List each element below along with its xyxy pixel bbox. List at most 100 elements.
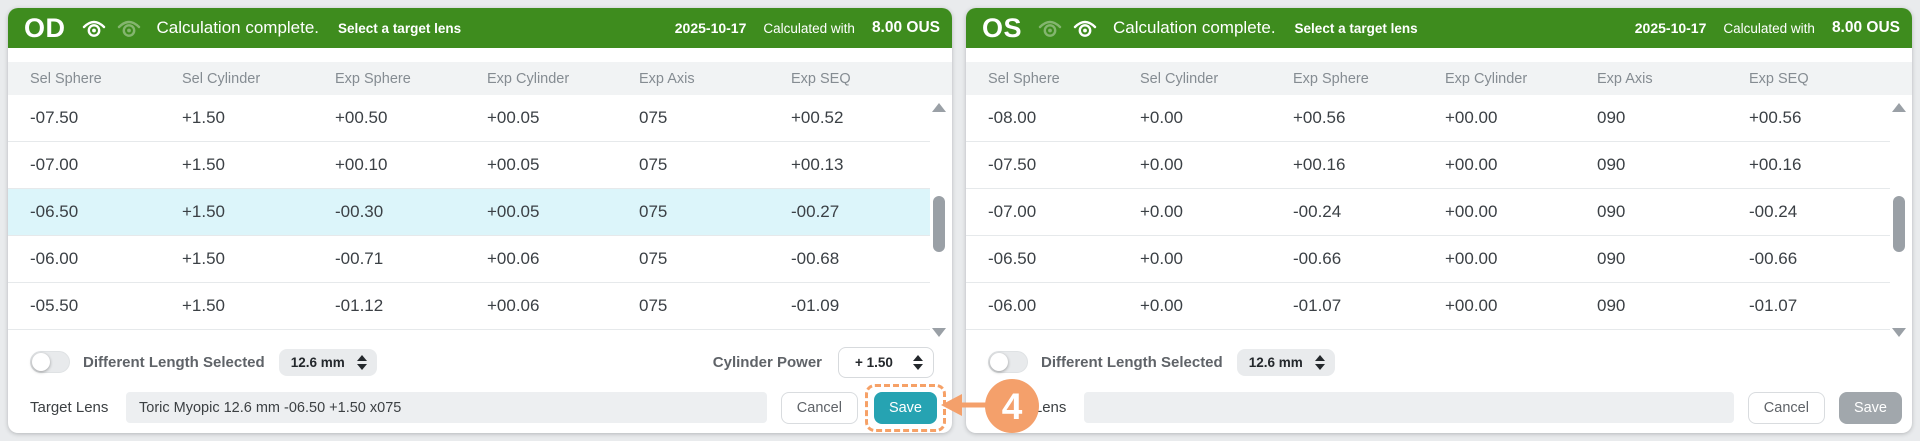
- table-row[interactable]: -08.00 +0.00 +00.56 +00.00 090 +00.56: [966, 95, 1890, 142]
- od-header: OD Calculation complet: [8, 8, 952, 48]
- table-cell: +1.50: [182, 249, 226, 268]
- eye-hidden-icon[interactable]: [116, 18, 142, 39]
- scroll-down-icon[interactable]: [932, 328, 946, 337]
- table-cell: 090: [1597, 155, 1626, 174]
- save-button[interactable]: Save: [873, 391, 937, 424]
- table-cell: 090: [1597, 108, 1626, 127]
- table-cell: -06.50: [988, 249, 1037, 268]
- length-stepper[interactable]: 12.6 mm: [1236, 348, 1335, 376]
- different-length-toggle[interactable]: [988, 351, 1028, 373]
- eye-hidden-icon[interactable]: [1037, 18, 1063, 39]
- table-cell: 090: [1597, 202, 1626, 221]
- table-cell: 090: [1597, 296, 1626, 315]
- table-header-row: Sel Sphere Sel Cylinder Exp Sphere Exp C…: [966, 62, 1912, 95]
- column-header: Exp Sphere: [335, 70, 411, 87]
- table-row[interactable]: -05.50 +1.50 -01.12 +00.06 075 -01.09: [8, 283, 930, 330]
- table-cell: -07.50: [988, 155, 1037, 174]
- save-button-disabled[interactable]: Save: [1838, 391, 1902, 424]
- table-header-row: Sel Sphere Sel Cylinder Exp Sphere Exp C…: [8, 62, 952, 95]
- scrollbar[interactable]: [1891, 100, 1907, 340]
- table-cell: +00.06: [487, 249, 540, 268]
- table-row[interactable]: -06.50 +1.50 -00.30 +00.05 075 -00.27: [8, 189, 930, 236]
- cylinder-power-group: Cylinder Power + 1.50: [700, 346, 934, 378]
- scrollbar[interactable]: [931, 100, 947, 340]
- table-cell: 075: [639, 155, 668, 174]
- calculation-date: 2025-10-17: [1634, 20, 1707, 36]
- calculated-with-label: Calculated with: [1723, 20, 1815, 36]
- table-row[interactable]: -07.50 +0.00 +00.16 +00.00 090 +00.16: [966, 142, 1890, 189]
- table-row[interactable]: -07.50 +1.50 +00.50 +00.05 075 +00.52: [8, 95, 930, 142]
- od-eye-label: OD: [24, 12, 66, 43]
- eye-visible-icon[interactable]: [1072, 18, 1098, 39]
- table-cell: -08.00: [988, 108, 1037, 127]
- table-cell: +00.05: [487, 202, 540, 221]
- table-row[interactable]: -07.00 +0.00 -00.24 +00.00 090 -00.24: [966, 189, 1890, 236]
- calculated-with-label: Calculated with: [763, 20, 855, 36]
- os-eye-label: OS: [982, 12, 1023, 43]
- column-header: Exp Axis: [1597, 70, 1653, 87]
- table-cell: +00.16: [1749, 155, 1802, 174]
- table-cell: +00.05: [487, 155, 540, 174]
- scroll-up-icon[interactable]: [1892, 103, 1906, 112]
- os-footer-row: Target Lens Cancel Save: [966, 391, 1912, 424]
- length-stepper[interactable]: 12.6 mm: [278, 348, 377, 376]
- scroll-thumb[interactable]: [1893, 196, 1905, 252]
- cylinder-power-value: + 1.50: [855, 354, 893, 370]
- table-cell: +00.50: [335, 108, 388, 127]
- target-lens-label: Target Lens: [988, 399, 1067, 416]
- table-row[interactable]: -07.00 +1.50 +00.10 +00.05 075 +00.13: [8, 142, 930, 189]
- cancel-button[interactable]: Cancel: [780, 391, 858, 424]
- target-lens-input[interactable]: [1084, 392, 1734, 423]
- cancel-button[interactable]: Cancel: [1747, 391, 1825, 424]
- panel-os: OS Calculation complet: [966, 8, 1912, 433]
- target-lens-label: Target Lens: [30, 399, 109, 416]
- table-cell: -00.30: [335, 202, 384, 221]
- column-header: Exp Sphere: [1293, 70, 1369, 87]
- column-header: Exp Cylinder: [1445, 70, 1528, 87]
- table-cell: -05.50: [30, 296, 79, 315]
- table-cell: +0.00: [1140, 155, 1184, 174]
- table-cell: +00.00: [1445, 202, 1498, 221]
- eye-visible-icon[interactable]: [81, 18, 107, 39]
- os-controls-row: Different Length Selected 12.6 mm: [966, 346, 1912, 378]
- table-cell: +0.00: [1140, 108, 1184, 127]
- toggle-knob: [990, 353, 1008, 371]
- table-row[interactable]: -06.50 +0.00 -00.66 +00.00 090 -00.66: [966, 236, 1890, 283]
- target-lens-input[interactable]: [126, 392, 767, 423]
- table-cell: -00.27: [791, 202, 840, 221]
- table-cell: 075: [639, 202, 668, 221]
- od-controls-row: Different Length Selected 12.6 mm Cylind…: [8, 346, 952, 378]
- calculation-status-text: Calculation complete.: [156, 18, 320, 37]
- column-header: Exp SEQ: [791, 70, 851, 87]
- table-cell: -00.24: [1749, 202, 1798, 221]
- eye-icons: [81, 18, 142, 39]
- cylinder-power-stepper[interactable]: + 1.50: [838, 346, 934, 378]
- table-cell: +1.50: [182, 155, 226, 174]
- table-cell: -01.12: [335, 296, 384, 315]
- table-cell: +00.13: [791, 155, 844, 174]
- scroll-thumb[interactable]: [933, 196, 945, 252]
- calculated-with-value: 8.00 OUS: [1831, 19, 1900, 36]
- calculation-date: 2025-10-17: [674, 20, 747, 36]
- scroll-down-icon[interactable]: [1892, 328, 1906, 337]
- table-cell: +00.05: [487, 108, 540, 127]
- table-cell: +00.16: [1293, 155, 1346, 174]
- different-length-toggle[interactable]: [30, 351, 70, 373]
- table-row[interactable]: -06.00 +0.00 -01.07 +00.00 090 -01.07: [966, 283, 1890, 330]
- scroll-up-icon[interactable]: [932, 103, 946, 112]
- table-cell: 075: [639, 249, 668, 268]
- table-cell: +00.56: [1749, 108, 1802, 127]
- spinner-icon[interactable]: [1314, 354, 1325, 370]
- table-cell: +0.00: [1140, 202, 1184, 221]
- spinner-icon[interactable]: [356, 354, 367, 370]
- table-cell: -00.66: [1293, 249, 1342, 268]
- table-cell: -07.00: [30, 155, 79, 174]
- lens-options-table: -07.50 +1.50 +00.50 +00.05 075 +00.52 -07.00 +1…: [8, 95, 930, 330]
- table-row[interactable]: -06.00 +1.50 -00.71 +00.06 075 -00.68: [8, 236, 930, 283]
- table-cell: +00.52: [791, 108, 844, 127]
- calculation-status-text: Calculation complete.: [1113, 18, 1276, 37]
- spinner-icon[interactable]: [913, 354, 923, 370]
- toggle-knob: [32, 353, 50, 371]
- eye-icons: [1037, 18, 1098, 39]
- table-cell: +00.00: [1445, 296, 1498, 315]
